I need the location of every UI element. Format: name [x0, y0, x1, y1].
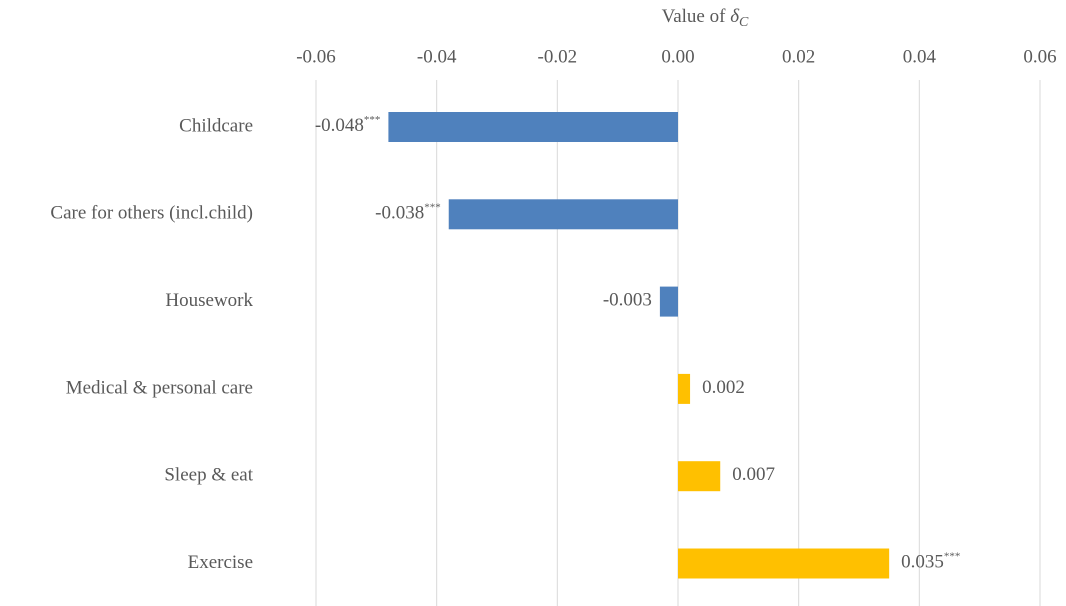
value-label: -0.048***	[315, 114, 381, 137]
bar	[678, 461, 721, 492]
bar	[388, 112, 678, 142]
x-tick-label: -0.06	[296, 46, 336, 67]
y-tick-label: Housework	[165, 290, 253, 311]
x-tick-label: 0.06	[1023, 46, 1056, 67]
x-tick-label: -0.02	[538, 46, 578, 67]
bar	[678, 373, 691, 404]
value-text: 0.002	[702, 377, 745, 398]
value-text: -0.038	[375, 203, 424, 224]
value-label: 0.002	[702, 377, 745, 398]
y-tick-label: Childcare	[179, 115, 253, 136]
significance: ***	[364, 114, 381, 126]
value-text: -0.003	[603, 290, 652, 311]
x-tick-label: 0.04	[903, 46, 937, 67]
axis-title: Value of δC	[662, 6, 749, 30]
value-label: 0.035***	[901, 550, 960, 573]
bar	[448, 199, 678, 230]
value-label: -0.003	[603, 290, 652, 311]
value-label: -0.038***	[375, 201, 441, 224]
x-tick-label: 0.00	[661, 46, 694, 67]
x-tick-label: -0.04	[417, 46, 457, 67]
x-tick-label: 0.02	[782, 46, 815, 67]
significance: ***	[424, 201, 441, 213]
value-label: 0.007	[732, 465, 775, 486]
value-text: -0.048	[315, 115, 364, 136]
bar	[659, 286, 678, 317]
y-tick-label: Exercise	[188, 552, 253, 573]
significance: ***	[944, 550, 961, 562]
y-tick-label: Sleep & eat	[164, 465, 253, 486]
value-text: 0.035	[901, 552, 944, 573]
y-tick-label: Medical & personal care	[66, 377, 253, 398]
value-text: 0.007	[732, 465, 775, 486]
bar	[678, 548, 890, 579]
y-tick-label: Care for others (incl.child)	[50, 203, 253, 224]
